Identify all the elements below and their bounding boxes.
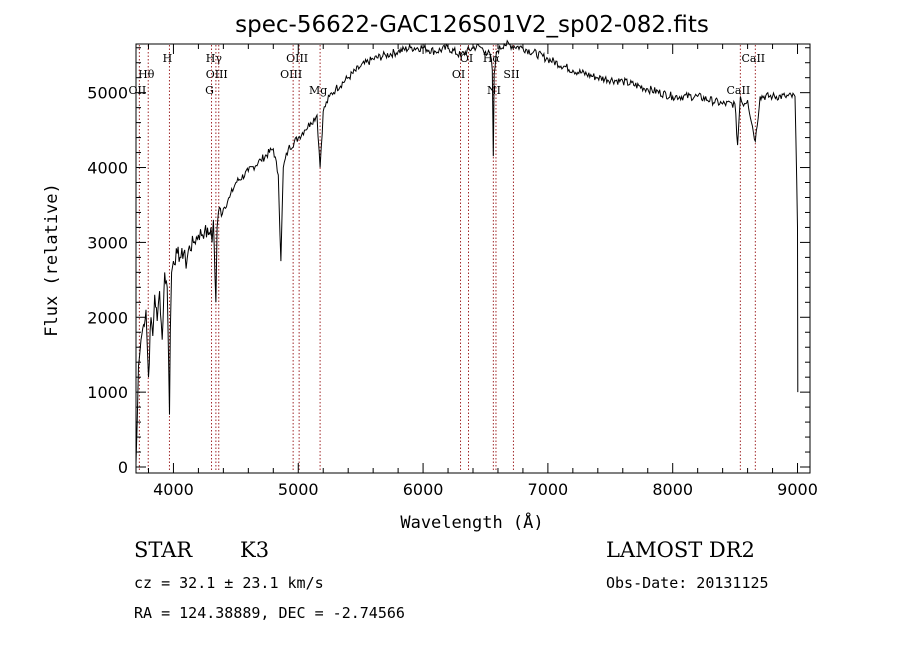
x-tick-label: 5000 [278, 480, 319, 499]
y-tick-label: 0 [118, 458, 128, 477]
object-subclass: K3 [240, 538, 270, 562]
spectral-line-label: OI [460, 52, 473, 65]
y-tick-label: 3000 [87, 233, 128, 252]
x-tick-label: 7000 [528, 480, 569, 499]
y-axis-label: Flux (relative) [42, 183, 62, 337]
spectral-line-label: H [163, 52, 173, 65]
redshift-text: cz = 32.1 ± 23.1 km/s [134, 574, 324, 592]
object-class: STAR [134, 538, 193, 562]
spectrum-series [135, 39, 799, 464]
y-tick-label: 4000 [87, 159, 128, 178]
x-tick-label: 6000 [403, 480, 444, 499]
plot-frame [135, 43, 811, 474]
spectral-line-label: OIII [280, 68, 302, 81]
spectral-line-label: CaII [741, 52, 765, 65]
spectral-line-label: Mg [309, 84, 327, 97]
y-tick-label: 1000 [87, 383, 128, 402]
spectral-line-label: OIII [286, 52, 308, 65]
x-tick-label: 4000 [153, 480, 194, 499]
spectral-line-label: Hγ [206, 52, 223, 65]
spectral-line-label: CaII [727, 84, 751, 97]
spectral-line-label: Hθ [138, 68, 155, 81]
chart-title: spec-56622-GAC126S01V2_sp02-082.fits [235, 12, 709, 38]
x-tick-label: 9000 [777, 480, 818, 499]
spectral-line-label: OI [452, 68, 465, 81]
spectral-line-label: OII [129, 84, 147, 97]
survey-label: LAMOST DR2 [606, 538, 755, 562]
x-axis-label: Wavelength (Å) [400, 511, 543, 533]
coordinates-text: RA = 124.38889, DEC = -2.74566 [134, 604, 405, 622]
y-tick-label: 5000 [87, 84, 128, 103]
spectral-line-label: G [205, 84, 214, 97]
y-tick-label: 2000 [87, 308, 128, 327]
spectral-line-markers: HγHθOIIHOIIIGOIIIOIIIMgOIOINIHαSIICaIICa… [129, 45, 765, 472]
obs-date-text: Obs-Date: 20131125 [606, 574, 769, 592]
spectral-line-label: SII [503, 68, 519, 81]
axis-ticks: 4000 5000 6000 7000 8000 9000 0 1000 2000 3000 400… [87, 44, 818, 499]
x-tick-label: 8000 [652, 480, 693, 499]
spectral-line-label: OIII [206, 68, 228, 81]
